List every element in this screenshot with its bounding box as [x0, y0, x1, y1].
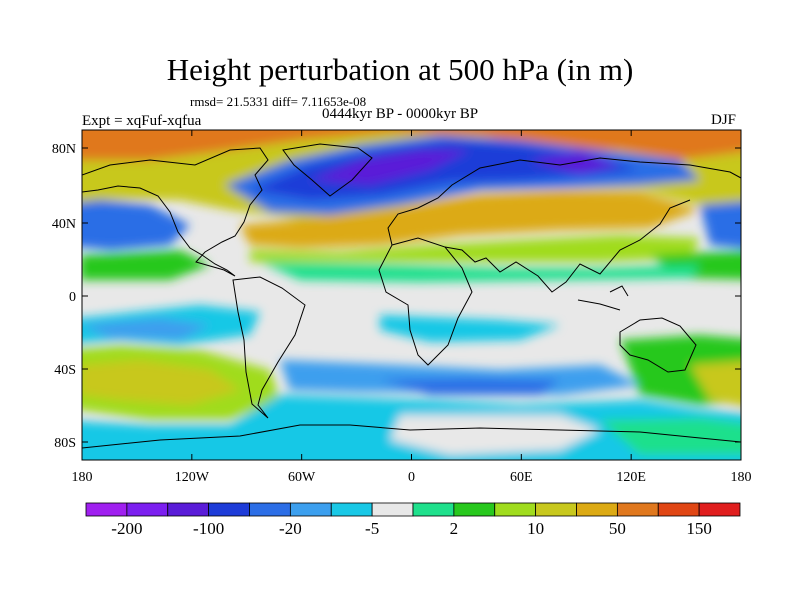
longitude-axis: 180 120W 60W 0 60E 120E 180: [72, 130, 752, 485]
colorbar-label: -5: [365, 519, 379, 538]
colorbar-swatch: [371, 502, 414, 517]
lon-label: 60E: [510, 470, 533, 485]
season-label: DJF: [711, 112, 737, 128]
lat-label: 40N: [52, 217, 76, 232]
experiment-label: Expt = xqFuf-xqfua: [82, 113, 202, 129]
colorbar-label: 2: [450, 519, 459, 538]
colorbar-swatch: [289, 502, 332, 517]
colorbar-swatch: [330, 502, 373, 517]
height-field: [82, 130, 741, 460]
lon-label: 60W: [288, 470, 316, 485]
colorbar-label: -100: [193, 519, 224, 538]
colorbar-swatch: [85, 502, 128, 517]
colorbar-swatch: [412, 502, 455, 517]
colorbar-label: -20: [279, 519, 302, 538]
coastlines: [82, 143, 741, 449]
colorbar-swatch: [616, 502, 659, 517]
lon-label: 180: [72, 470, 93, 485]
lon-label: 120E: [616, 470, 646, 485]
colorbar-swatch: [698, 502, 741, 517]
colorbar-swatch: [657, 502, 700, 517]
lat-label: 0: [69, 290, 76, 305]
lon-label: 180: [731, 470, 752, 485]
colorbar-swatch: [494, 502, 537, 517]
colorbar-swatch: [576, 502, 618, 517]
lon-label: 120W: [175, 470, 210, 485]
plot-title: Height perturbation at 500 hPa (in m): [166, 52, 634, 87]
colorbar-swatch: [167, 502, 210, 517]
period-label: 0444kyr BP - 0000kyr BP: [322, 106, 479, 122]
lat-label: 80S: [54, 436, 76, 451]
colorbar-swatch: [126, 502, 169, 517]
colorbar-swatch: [453, 502, 496, 517]
lat-label: 80N: [52, 142, 76, 157]
lat-label: 40S: [54, 363, 76, 378]
latitude-axis: 80N 40N 0 40S 80S: [52, 142, 741, 451]
colorbar-label: 150: [686, 519, 712, 538]
stats-line: rmsd= 21.5331 diff= 7.11653e-08: [190, 94, 367, 109]
colorbar-swatch: [535, 502, 577, 517]
colorbar-label: 50: [609, 519, 626, 538]
colorbar-label: -200: [111, 519, 142, 538]
colorbar-label: 10: [527, 519, 544, 538]
colorbar-swatch: [249, 502, 291, 517]
lon-label: 0: [408, 470, 415, 485]
colorbar-swatch: [208, 502, 250, 517]
colorbar: -200 -100 -20 -5 2 10 50 150: [85, 502, 741, 538]
